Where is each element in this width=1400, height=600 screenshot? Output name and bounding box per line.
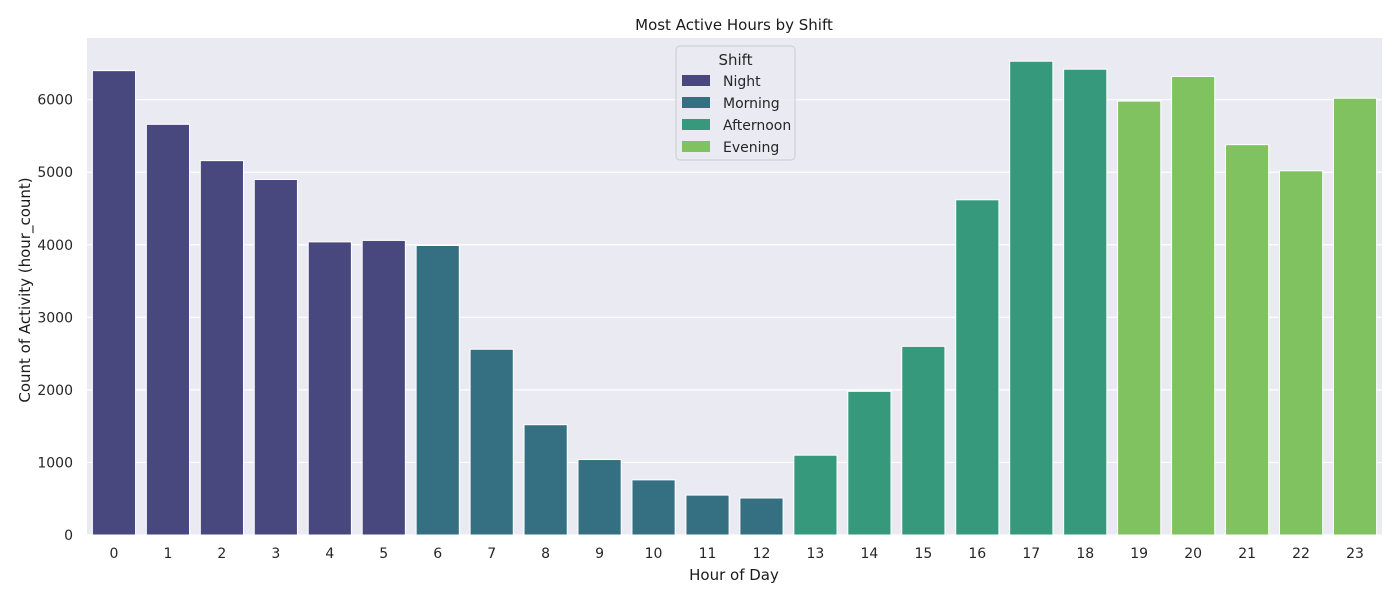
x-tick-label: 17	[1022, 546, 1040, 562]
x-tick-label: 18	[1076, 546, 1094, 562]
x-axis-label: Hour of Day	[689, 566, 779, 584]
y-tick-label: 0	[64, 528, 73, 544]
x-tick-label: 6	[433, 546, 442, 562]
bar-hour-19	[1117, 100, 1162, 536]
bars	[91, 60, 1378, 536]
y-tick-label: 3000	[37, 310, 73, 326]
y-tick-labels: 0 1000 2000 3000 4000 5000 6000	[37, 93, 73, 544]
legend-swatch-evening	[682, 141, 710, 152]
bar-hour-7	[469, 348, 514, 536]
bar-hour-20	[1171, 75, 1216, 536]
bar-hour-5	[361, 239, 406, 536]
x-tick-label: 4	[325, 546, 334, 562]
y-tick-label: 4000	[37, 238, 73, 254]
bar-hour-4	[307, 241, 352, 536]
y-tick-label: 6000	[37, 93, 73, 109]
bar-hour-6	[415, 245, 460, 536]
bar-hour-16	[955, 199, 1000, 536]
bar-hour-3	[253, 178, 298, 536]
bar-hour-18	[1063, 68, 1108, 536]
x-tick-label: 3	[271, 546, 280, 562]
gridlines	[87, 99, 1382, 536]
bar-hour-9	[577, 459, 622, 536]
bar-hour-0	[91, 70, 137, 536]
x-tick-label: 9	[595, 546, 604, 562]
legend: Shift Night Morning Afternoon Evening	[675, 45, 796, 161]
bar-hour-23	[1332, 97, 1378, 536]
x-tick-label: 22	[1292, 546, 1310, 562]
legend-swatch-morning	[682, 97, 710, 108]
legend-box	[675, 45, 796, 161]
x-tick-label: 5	[379, 546, 388, 562]
x-tick-label: 10	[645, 546, 663, 562]
legend-label-afternoon: Afternoon	[723, 118, 791, 134]
legend-swatch-afternoon	[682, 119, 710, 130]
bar-hour-21	[1225, 144, 1270, 536]
x-tick-label: 12	[753, 546, 771, 562]
legend-title: Shift	[718, 51, 752, 69]
x-tick-label: 11	[699, 546, 717, 562]
x-tick-label: 16	[968, 546, 986, 562]
x-tick-label: 0	[110, 546, 119, 562]
x-tick-label: 14	[860, 546, 878, 562]
bar-hour-14	[847, 390, 892, 536]
y-tick-label: 2000	[37, 383, 73, 399]
x-tick-labels: 0 1 2 3 4 5 6 7 8 9 10 11 12 13 14 15 16 17 18 19 20 21 22 23	[110, 546, 1364, 562]
x-tick-label: 23	[1346, 546, 1364, 562]
bar-hour-1	[145, 123, 191, 536]
bar-hour-10	[631, 479, 676, 536]
x-tick-label: 20	[1184, 546, 1202, 562]
x-tick-label: 2	[217, 546, 226, 562]
x-tick-label: 21	[1238, 546, 1256, 562]
legend-label-evening: Evening	[723, 140, 779, 156]
x-tick-label: 15	[914, 546, 932, 562]
x-tick-label: 7	[487, 546, 496, 562]
bar-hour-13	[793, 454, 838, 536]
y-tick-label: 1000	[37, 455, 73, 471]
bar-hour-11	[685, 494, 730, 536]
chart-title: Most Active Hours by Shift	[635, 16, 833, 34]
bar-hour-15	[901, 345, 946, 536]
bar-hour-2	[199, 160, 244, 536]
bar-hour-22	[1278, 170, 1324, 536]
x-tick-label: 1	[163, 546, 172, 562]
bar-hour-17	[1009, 60, 1054, 536]
legend-swatch-night	[682, 75, 710, 86]
legend-label-night: Night	[723, 74, 761, 90]
x-tick-label: 8	[541, 546, 550, 562]
bar-hour-8	[523, 424, 568, 536]
legend-label-morning: Morning	[723, 96, 780, 112]
y-axis-label: Count of Activity (hour_count)	[16, 177, 35, 402]
y-tick-label: 5000	[37, 165, 73, 181]
x-tick-label: 13	[807, 546, 825, 562]
x-tick-label: 19	[1130, 546, 1148, 562]
bar-hour-12	[739, 497, 784, 536]
